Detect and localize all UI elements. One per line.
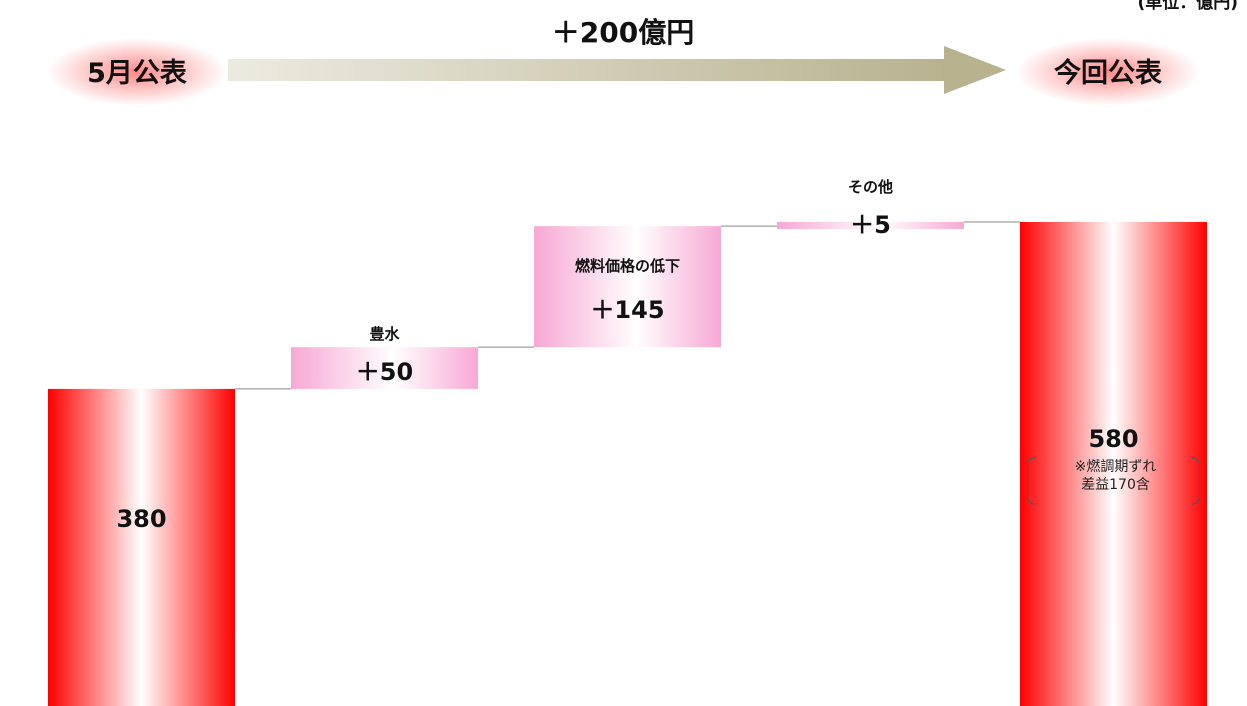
note-bracket-right xyxy=(1191,457,1201,505)
bar-value-2: ＋145 xyxy=(590,296,664,324)
bar-2 xyxy=(534,226,721,348)
start-label-glow xyxy=(47,38,227,106)
note-bracket-left xyxy=(1026,457,1036,505)
start-label: 5月公表 xyxy=(87,58,187,89)
bars xyxy=(48,222,1207,706)
bar-value-0: 380 xyxy=(116,505,166,533)
bar-value-4: 580 xyxy=(1088,425,1138,453)
category-label-1: 豊水 xyxy=(369,325,400,343)
end-label: 今回公表 xyxy=(1054,57,1162,89)
change-arrow xyxy=(228,46,1006,94)
bar-value-1: ＋50 xyxy=(356,358,413,386)
connector-lines xyxy=(235,221,1020,390)
bar-0 xyxy=(48,388,235,706)
end-label-glow xyxy=(1016,38,1200,106)
category-label-3: その他 xyxy=(848,178,893,196)
category-label-2: 燃料価格の低下 xyxy=(575,257,680,275)
bar-3 xyxy=(777,222,964,229)
bar-note-0: ※燃調期ずれ xyxy=(1075,458,1157,475)
bar-1 xyxy=(291,347,478,389)
total-change-label: ＋200億円 xyxy=(552,16,694,49)
bar-note-1: 差益170含 xyxy=(1081,477,1150,493)
bar-4 xyxy=(1020,222,1207,706)
bar-value-3: ＋5 xyxy=(850,211,891,239)
unit-label: (単位：億円) xyxy=(1137,0,1238,13)
